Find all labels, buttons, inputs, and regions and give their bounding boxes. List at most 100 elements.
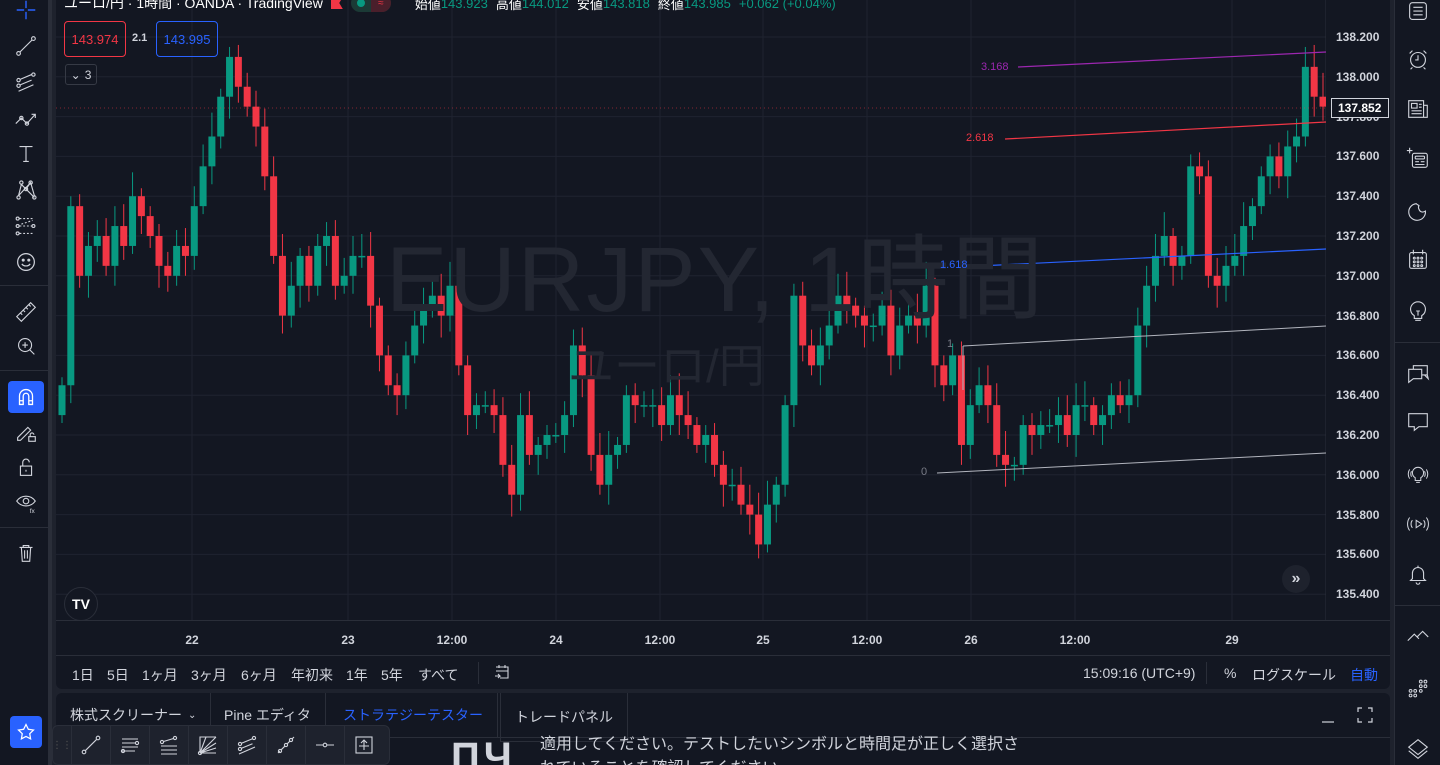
price-tick: 136.200 bbox=[1336, 428, 1380, 442]
fib-level-1618-label: 1.618 bbox=[940, 259, 968, 271]
clock-time[interactable]: 15:09:16 (UTC+9) bbox=[1083, 665, 1196, 681]
symbol-title[interactable]: ユーロ/円 · 1時間 · OANDA · TradingView bbox=[64, 0, 323, 11]
trend-line-tool[interactable] bbox=[8, 30, 44, 62]
log-scale-toggle[interactable]: ログスケール bbox=[1252, 667, 1336, 683]
time-tick: 23 bbox=[341, 633, 355, 647]
calendar-icon bbox=[1409, 249, 1427, 269]
candlestick-chart[interactable] bbox=[56, 0, 1326, 620]
tab-strategy-tester[interactable]: ストラテジーテスター bbox=[329, 693, 498, 737]
fb-price-range[interactable] bbox=[344, 725, 383, 765]
panel-divider bbox=[56, 737, 1390, 738]
fb-gann-fan[interactable] bbox=[188, 725, 227, 765]
notifications-button[interactable] bbox=[1402, 558, 1434, 590]
fb-parallel-channel[interactable] bbox=[227, 725, 266, 765]
xabcd-pattern-tool[interactable] bbox=[8, 174, 44, 206]
zoom-in-tool[interactable] bbox=[8, 330, 44, 362]
measure-tool[interactable] bbox=[8, 296, 44, 328]
news-button[interactable] bbox=[1402, 93, 1434, 125]
maximize-panel-button[interactable] bbox=[1355, 705, 1375, 725]
pattern-icon bbox=[16, 180, 37, 200]
hide-drawings-button[interactable]: fx bbox=[8, 486, 44, 518]
minimize-panel-button[interactable] bbox=[1318, 705, 1338, 725]
right-widget-bar bbox=[1394, 0, 1440, 765]
forecast-tool[interactable] bbox=[8, 210, 44, 242]
bar-divider bbox=[1395, 605, 1440, 606]
drag-handle[interactable]: ⋮⋮ bbox=[52, 739, 72, 751]
range-divider bbox=[478, 662, 479, 684]
watchlist-button[interactable] bbox=[1402, 0, 1434, 28]
range-ytd[interactable]: 年初来 bbox=[291, 667, 333, 683]
remove-drawings-button[interactable] bbox=[8, 537, 44, 569]
chats-button[interactable] bbox=[1402, 358, 1434, 390]
crosshair-tool[interactable] bbox=[8, 0, 44, 26]
chart-pane[interactable]: EURJPY, 1時間 ユーロ/円 ユーロ/円 · 1時間 · OANDA · … bbox=[56, 0, 1390, 655]
market-status-toggle[interactable]: ≈ bbox=[350, 0, 391, 12]
magnet-mode-button[interactable] bbox=[8, 381, 44, 413]
tab-trade-panel[interactable]: トレードパネル bbox=[500, 693, 628, 742]
text-tool[interactable] bbox=[8, 138, 44, 170]
fb-fib-retracement[interactable] bbox=[149, 725, 188, 765]
tradingview-logo[interactable]: TV bbox=[64, 587, 98, 621]
trend-line-icon bbox=[81, 735, 101, 755]
icon-tool[interactable] bbox=[8, 246, 44, 278]
range-all[interactable]: すべて bbox=[418, 667, 459, 683]
ruler-icon bbox=[15, 301, 37, 323]
time-tick: 26 bbox=[964, 633, 978, 647]
lock-drawings-mode[interactable] bbox=[8, 416, 44, 448]
bell-icon bbox=[1409, 565, 1427, 585]
tab-pine-editor[interactable]: Pine エディタ bbox=[210, 693, 326, 737]
scroll-to-realtime-button[interactable]: » bbox=[1282, 565, 1310, 593]
low-label: 安値 bbox=[576, 0, 603, 12]
range-1y[interactable]: 1年 bbox=[346, 667, 368, 683]
calendar-button[interactable] bbox=[1402, 244, 1434, 276]
indicators-collapse-button[interactable]: ⌄ 3 bbox=[65, 64, 97, 85]
spread-value: 2.1 bbox=[132, 32, 148, 44]
sell-button[interactable]: 143.974 bbox=[64, 21, 126, 57]
open-label: 始値 bbox=[414, 0, 441, 12]
streams-button[interactable] bbox=[1402, 508, 1434, 540]
left-drawing-toolbar: fx bbox=[0, 0, 52, 765]
parallel-channel-tool[interactable] bbox=[8, 66, 44, 98]
buy-button[interactable]: 143.995 bbox=[156, 21, 218, 57]
flag-icon[interactable] bbox=[330, 0, 343, 9]
range-1d[interactable]: 1日 bbox=[72, 667, 94, 683]
wave-icon: ≈ bbox=[370, 0, 391, 12]
watchlist-favorites-button[interactable] bbox=[10, 716, 42, 748]
tab-stock-screener[interactable]: 株式スクリーナー ⌄ bbox=[56, 693, 212, 737]
range-1m[interactable]: 1ヶ月 bbox=[142, 667, 178, 683]
alerts-button[interactable] bbox=[1402, 43, 1434, 75]
price-range-icon bbox=[355, 736, 373, 754]
price-plot[interactable]: EURJPY, 1時間 ユーロ/円 ユーロ/円 · 1時間 · OANDA · … bbox=[56, 0, 1326, 621]
tv-logo-icon: TV bbox=[72, 596, 90, 612]
indicator-count: 3 bbox=[84, 67, 92, 82]
range-5y[interactable]: 5年 bbox=[381, 667, 403, 683]
ray-icon bbox=[277, 736, 295, 754]
object-tree-button[interactable] bbox=[1402, 733, 1434, 765]
time-tick: 25 bbox=[756, 633, 770, 647]
fb-horizontal-ray[interactable] bbox=[305, 725, 344, 765]
price-tick: 138.000 bbox=[1336, 69, 1380, 84]
lock-all-drawings-button[interactable] bbox=[8, 451, 44, 483]
ideas-button[interactable] bbox=[1402, 295, 1434, 327]
trading-button[interactable] bbox=[1402, 620, 1434, 652]
range-5d[interactable]: 5日 bbox=[107, 667, 129, 683]
fb-horizontal-lines[interactable] bbox=[110, 725, 149, 765]
percent-scale-toggle[interactable]: % bbox=[1224, 665, 1237, 681]
new-watchlist-button[interactable] bbox=[1402, 142, 1434, 174]
fb-ray[interactable] bbox=[266, 725, 305, 765]
close-label: 終値 bbox=[657, 0, 684, 12]
range-3m[interactable]: 3ヶ月 bbox=[191, 667, 227, 683]
time-axis[interactable]: 22 23 12:00 24 12:00 25 12:00 26 12:00 29 bbox=[56, 620, 1390, 655]
auto-scale-toggle[interactable]: 自動 bbox=[1350, 667, 1378, 683]
go-to-date-button[interactable] bbox=[492, 662, 512, 685]
hotlists-button[interactable] bbox=[1402, 196, 1434, 228]
fb-trend-line[interactable] bbox=[71, 725, 110, 765]
public-chats-button[interactable] bbox=[1402, 406, 1434, 438]
newspaper-icon bbox=[1408, 100, 1428, 118]
price-axis[interactable]: 135.400 135.600 135.800 136.000 136.200 136.4… bbox=[1326, 0, 1390, 620]
dom-button[interactable] bbox=[1402, 673, 1434, 705]
streams-ideas-button[interactable] bbox=[1402, 458, 1434, 490]
range-6m[interactable]: 6ヶ月 bbox=[241, 667, 277, 683]
pattern-tool[interactable] bbox=[8, 102, 44, 134]
open-value: 143.923 bbox=[440, 0, 488, 11]
